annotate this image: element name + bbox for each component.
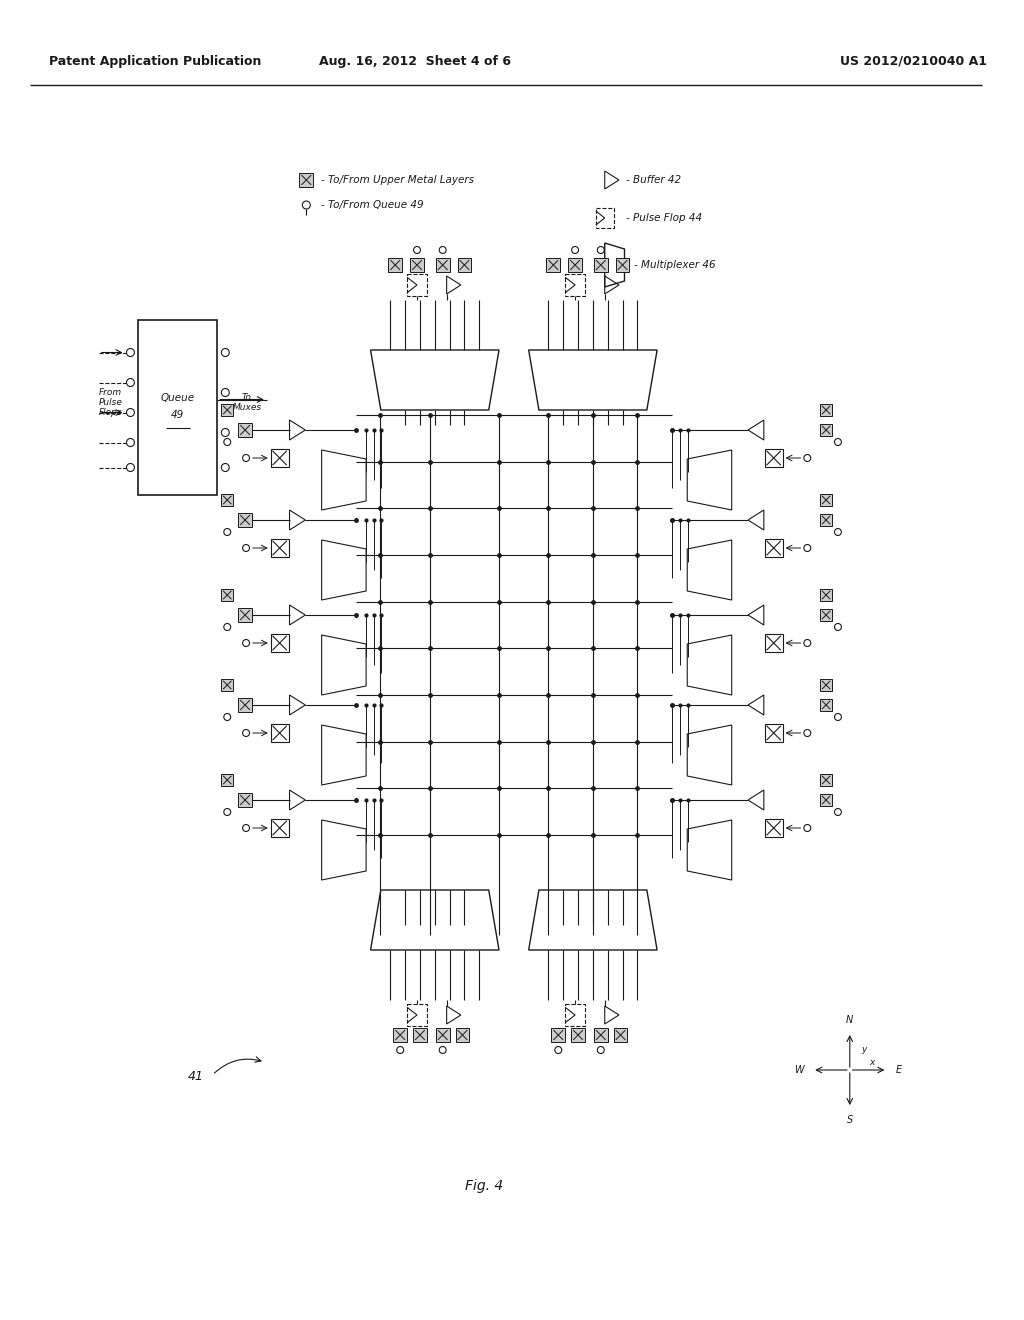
Text: E: E xyxy=(896,1065,902,1074)
Bar xyxy=(221,494,233,506)
Bar xyxy=(820,774,833,785)
Text: y: y xyxy=(861,1045,866,1053)
Bar xyxy=(613,1028,628,1041)
Bar xyxy=(765,634,782,652)
Bar xyxy=(547,257,560,272)
Bar xyxy=(436,257,450,272)
Bar xyxy=(270,449,289,467)
Text: 49: 49 xyxy=(171,409,184,420)
Bar xyxy=(820,424,833,436)
Bar xyxy=(820,700,833,711)
Bar xyxy=(410,257,424,272)
Bar xyxy=(765,818,782,837)
Bar xyxy=(820,795,833,807)
Bar xyxy=(388,257,402,272)
Bar xyxy=(820,589,833,601)
Bar xyxy=(820,404,833,416)
Bar xyxy=(221,678,233,690)
Bar xyxy=(239,422,252,437)
Bar xyxy=(299,173,313,187)
Bar xyxy=(138,319,217,495)
Bar xyxy=(221,774,233,785)
Bar xyxy=(571,1028,585,1041)
Bar xyxy=(270,723,289,742)
Text: From
Pulse
Flops: From Pulse Flops xyxy=(98,388,123,417)
Bar xyxy=(565,1005,585,1026)
Bar xyxy=(456,1028,469,1041)
Text: Queue: Queue xyxy=(161,392,195,403)
Text: N: N xyxy=(846,1015,853,1026)
Text: Fig. 4: Fig. 4 xyxy=(465,1179,504,1193)
Bar xyxy=(565,275,585,296)
Text: - Multiplexer 46: - Multiplexer 46 xyxy=(635,260,716,271)
Bar xyxy=(820,494,833,506)
Bar xyxy=(765,449,782,467)
Bar xyxy=(765,723,782,742)
Bar xyxy=(408,1005,427,1026)
Bar xyxy=(458,257,471,272)
Text: Patent Application Publication: Patent Application Publication xyxy=(49,55,262,69)
Bar xyxy=(615,257,630,272)
Bar xyxy=(551,1028,565,1041)
Bar xyxy=(270,539,289,557)
Bar xyxy=(820,678,833,690)
Text: US 2012/0210040 A1: US 2012/0210040 A1 xyxy=(840,55,987,69)
Bar xyxy=(270,818,289,837)
Bar xyxy=(820,609,833,620)
Text: - Buffer 42: - Buffer 42 xyxy=(627,176,682,185)
Bar xyxy=(239,793,252,807)
Text: 41: 41 xyxy=(187,1071,204,1082)
Bar xyxy=(239,513,252,527)
Text: S: S xyxy=(847,1115,853,1125)
Bar xyxy=(594,1028,607,1041)
Text: - To/From Queue 49: - To/From Queue 49 xyxy=(322,201,424,210)
Bar xyxy=(765,539,782,557)
Bar xyxy=(594,257,607,272)
Text: - Pulse Flop 44: - Pulse Flop 44 xyxy=(627,213,702,223)
Bar xyxy=(820,513,833,525)
Bar xyxy=(596,209,613,228)
Bar xyxy=(408,275,427,296)
Bar xyxy=(239,698,252,711)
Bar xyxy=(436,1028,450,1041)
Text: Aug. 16, 2012  Sheet 4 of 6: Aug. 16, 2012 Sheet 4 of 6 xyxy=(319,55,511,69)
Bar xyxy=(239,609,252,622)
Bar xyxy=(221,404,233,416)
Text: x: x xyxy=(868,1059,874,1067)
Text: W: W xyxy=(794,1065,803,1074)
Bar xyxy=(270,634,289,652)
Bar xyxy=(221,589,233,601)
Bar xyxy=(413,1028,427,1041)
Text: To
Muxes: To Muxes xyxy=(232,393,261,412)
Bar xyxy=(568,257,582,272)
Bar xyxy=(393,1028,408,1041)
Text: - To/From Upper Metal Layers: - To/From Upper Metal Layers xyxy=(322,176,474,185)
